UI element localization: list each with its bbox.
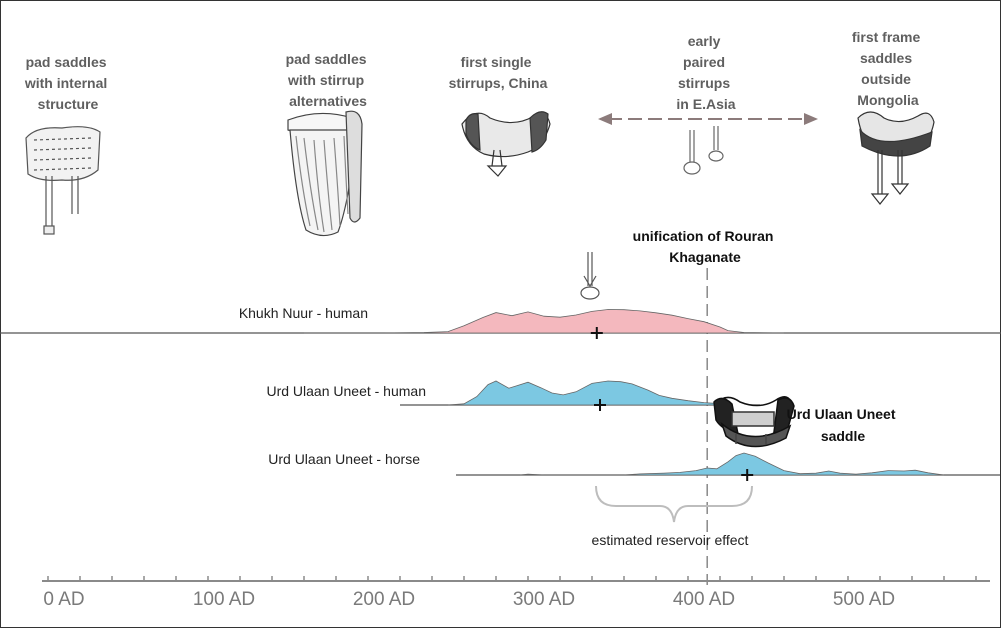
series-area bbox=[447, 380, 745, 406]
urd-horse-distribution bbox=[456, 452, 1000, 481]
pad-saddle-icon bbox=[25, 126, 101, 235]
time-axis: 0 AD 100 AD 200 AD 300 AD 400 AD 500 AD bbox=[42, 576, 990, 610]
paired-stirrups-icon bbox=[683, 126, 724, 175]
caption-frame-saddles: first frame saddles outside Mongolia bbox=[852, 29, 924, 108]
series-label-khukh-human: Khukh Nuur - human bbox=[239, 305, 368, 321]
axis-tick-label: 200 AD bbox=[353, 589, 415, 610]
caption-pad-internal: pad saddles with internal structure bbox=[24, 54, 111, 112]
median-marker bbox=[594, 399, 606, 411]
double-arrow-icon bbox=[598, 113, 818, 125]
reservoir-effect-label: estimated reservoir effect bbox=[592, 532, 749, 548]
frame-saddle-icon bbox=[857, 111, 935, 205]
caption-paired-stirrups: early paired stirrups in E.Asia bbox=[676, 33, 735, 112]
series-area bbox=[519, 452, 945, 476]
series-label-urd-human: Urd Ulaan Uneet - human bbox=[266, 383, 426, 399]
axis-tick-label: 300 AD bbox=[513, 589, 575, 610]
urd-saddle-label: Urd Ulaan Uneet saddle bbox=[787, 406, 900, 444]
axis-tick-label: 0 AD bbox=[43, 589, 84, 610]
unification-label: unification of Rouran Khaganate bbox=[633, 228, 778, 265]
series-area bbox=[304, 309, 785, 334]
single-stirrup-saddle-icon bbox=[461, 111, 551, 177]
khukh-human-distribution bbox=[0, 309, 1001, 339]
axis-tick-label: 100 AD bbox=[193, 589, 255, 610]
urd-saddle-icon bbox=[713, 396, 795, 448]
axis-tick-label: 400 AD bbox=[673, 589, 735, 610]
series-label-urd-horse: Urd Ulaan Uneet - horse bbox=[268, 451, 420, 467]
axis-tick-label: 500 AD bbox=[833, 589, 895, 610]
median-marker bbox=[741, 469, 754, 481]
median-marker bbox=[590, 327, 603, 339]
stirrup-pad-saddle-icon bbox=[287, 110, 363, 237]
stirrup-icon bbox=[580, 252, 600, 300]
reservoir-brace bbox=[595, 485, 753, 523]
caption-pad-stirrup: pad saddles with stirrup alternatives bbox=[286, 51, 371, 109]
urd-human-distribution bbox=[400, 380, 760, 411]
caption-single-stirrups: first single stirrups, China bbox=[449, 54, 548, 91]
